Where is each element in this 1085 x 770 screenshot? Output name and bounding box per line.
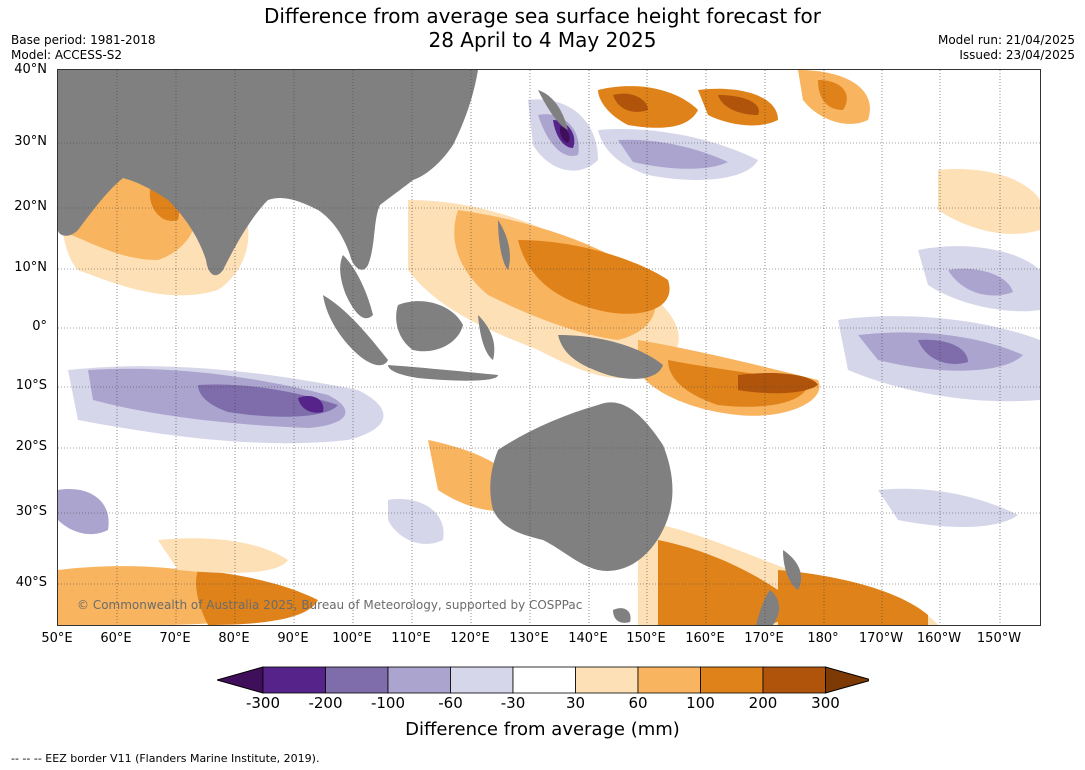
model-run: Model run: 21/04/2025 — [937, 33, 1075, 47]
longitude-label: 150°W — [976, 631, 1022, 646]
colorbar-label: Difference from average (mm) — [405, 719, 680, 740]
colorbar-tick-label: -300 — [245, 694, 281, 712]
colorbar-tick-label: 300 — [811, 694, 840, 712]
map-svg — [58, 70, 1040, 625]
longitude-label: 160°E — [685, 631, 725, 646]
longitude-label: 160°W — [916, 631, 962, 646]
latitude-label: 10°S — [15, 378, 47, 393]
colorbar-segment — [700, 666, 764, 694]
colorbar-segment — [262, 666, 326, 694]
meta-left: Base period: 1981-2018 Model: ACCESS-S2 — [11, 33, 156, 63]
longitude-label: 150°E — [626, 631, 666, 646]
colorbar-tick-label: 60 — [628, 694, 648, 712]
latitude-label: 40°N — [14, 62, 47, 77]
latitude-label: 10°N — [14, 260, 47, 275]
meta-right: Model run: 21/04/2025 Issued: 23/04/2025 — [938, 33, 1075, 63]
issued-date: Issued: 23/04/2025 — [959, 48, 1075, 62]
longitude-label: 70°E — [159, 631, 191, 646]
colorbar-segment — [325, 666, 389, 694]
colorbar — [217, 666, 869, 694]
colorbar-extend-low — [217, 666, 264, 694]
title-line-1: Difference from average sea surface heig… — [263, 4, 822, 28]
latitude-label: 20°N — [14, 199, 47, 214]
colorbar-tick-label: 100 — [686, 694, 715, 712]
model-name: Model: ACCESS-S2 — [11, 48, 123, 62]
longitude-label: 60°E — [100, 631, 132, 646]
latitude-label: 0° — [32, 319, 47, 334]
colorbar-extend-high — [825, 666, 869, 694]
colorbar-tick-label: -200 — [308, 694, 343, 712]
colorbar-segment — [575, 666, 639, 694]
eez-border-note: -- -- -- EEZ border V11 (Flanders Marine… — [11, 752, 320, 765]
title-line-2: 28 April to 4 May 2025 — [428, 28, 657, 52]
longitude-label: 110°E — [391, 631, 431, 646]
longitude-label: 50°E — [41, 631, 73, 646]
colorbar-segment — [637, 666, 701, 694]
land-layer — [58, 70, 802, 625]
longitude-label: 130°E — [509, 631, 549, 646]
colorbar-segment — [762, 666, 826, 694]
colorbar-tick-label: -100 — [370, 694, 406, 712]
copyright-notice: © Commonwealth of Australia 2025, Bureau… — [77, 598, 583, 612]
longitude-label: 170°W — [858, 631, 904, 646]
longitude-label: 80°E — [218, 631, 250, 646]
latitude-label: 30°N — [14, 134, 47, 149]
colorbar-segment — [450, 666, 514, 694]
longitude-label: 170°E — [744, 631, 784, 646]
latitude-label: 20°S — [15, 439, 47, 454]
longitude-label: 140°E — [568, 631, 608, 646]
longitude-label: 120°E — [450, 631, 490, 646]
map-panel[interactable] — [57, 69, 1041, 626]
colorbar-segment — [512, 666, 576, 694]
longitude-label: 100°E — [332, 631, 372, 646]
colorbar-tick-label: -30 — [500, 694, 526, 712]
latitude-label: 30°S — [15, 504, 47, 519]
grid-lines — [58, 70, 1040, 625]
longitude-label: 90°E — [277, 631, 309, 646]
base-period: Base period: 1981-2018 — [11, 33, 156, 47]
colorbar-tick-label: 200 — [748, 694, 778, 712]
colorbar-segment — [387, 666, 451, 694]
colorbar-tick-label: -60 — [438, 694, 463, 712]
latitude-label: 40°S — [15, 575, 47, 590]
colorbar-tick-label: 30 — [565, 694, 586, 712]
longitude-label: 180° — [807, 631, 839, 646]
